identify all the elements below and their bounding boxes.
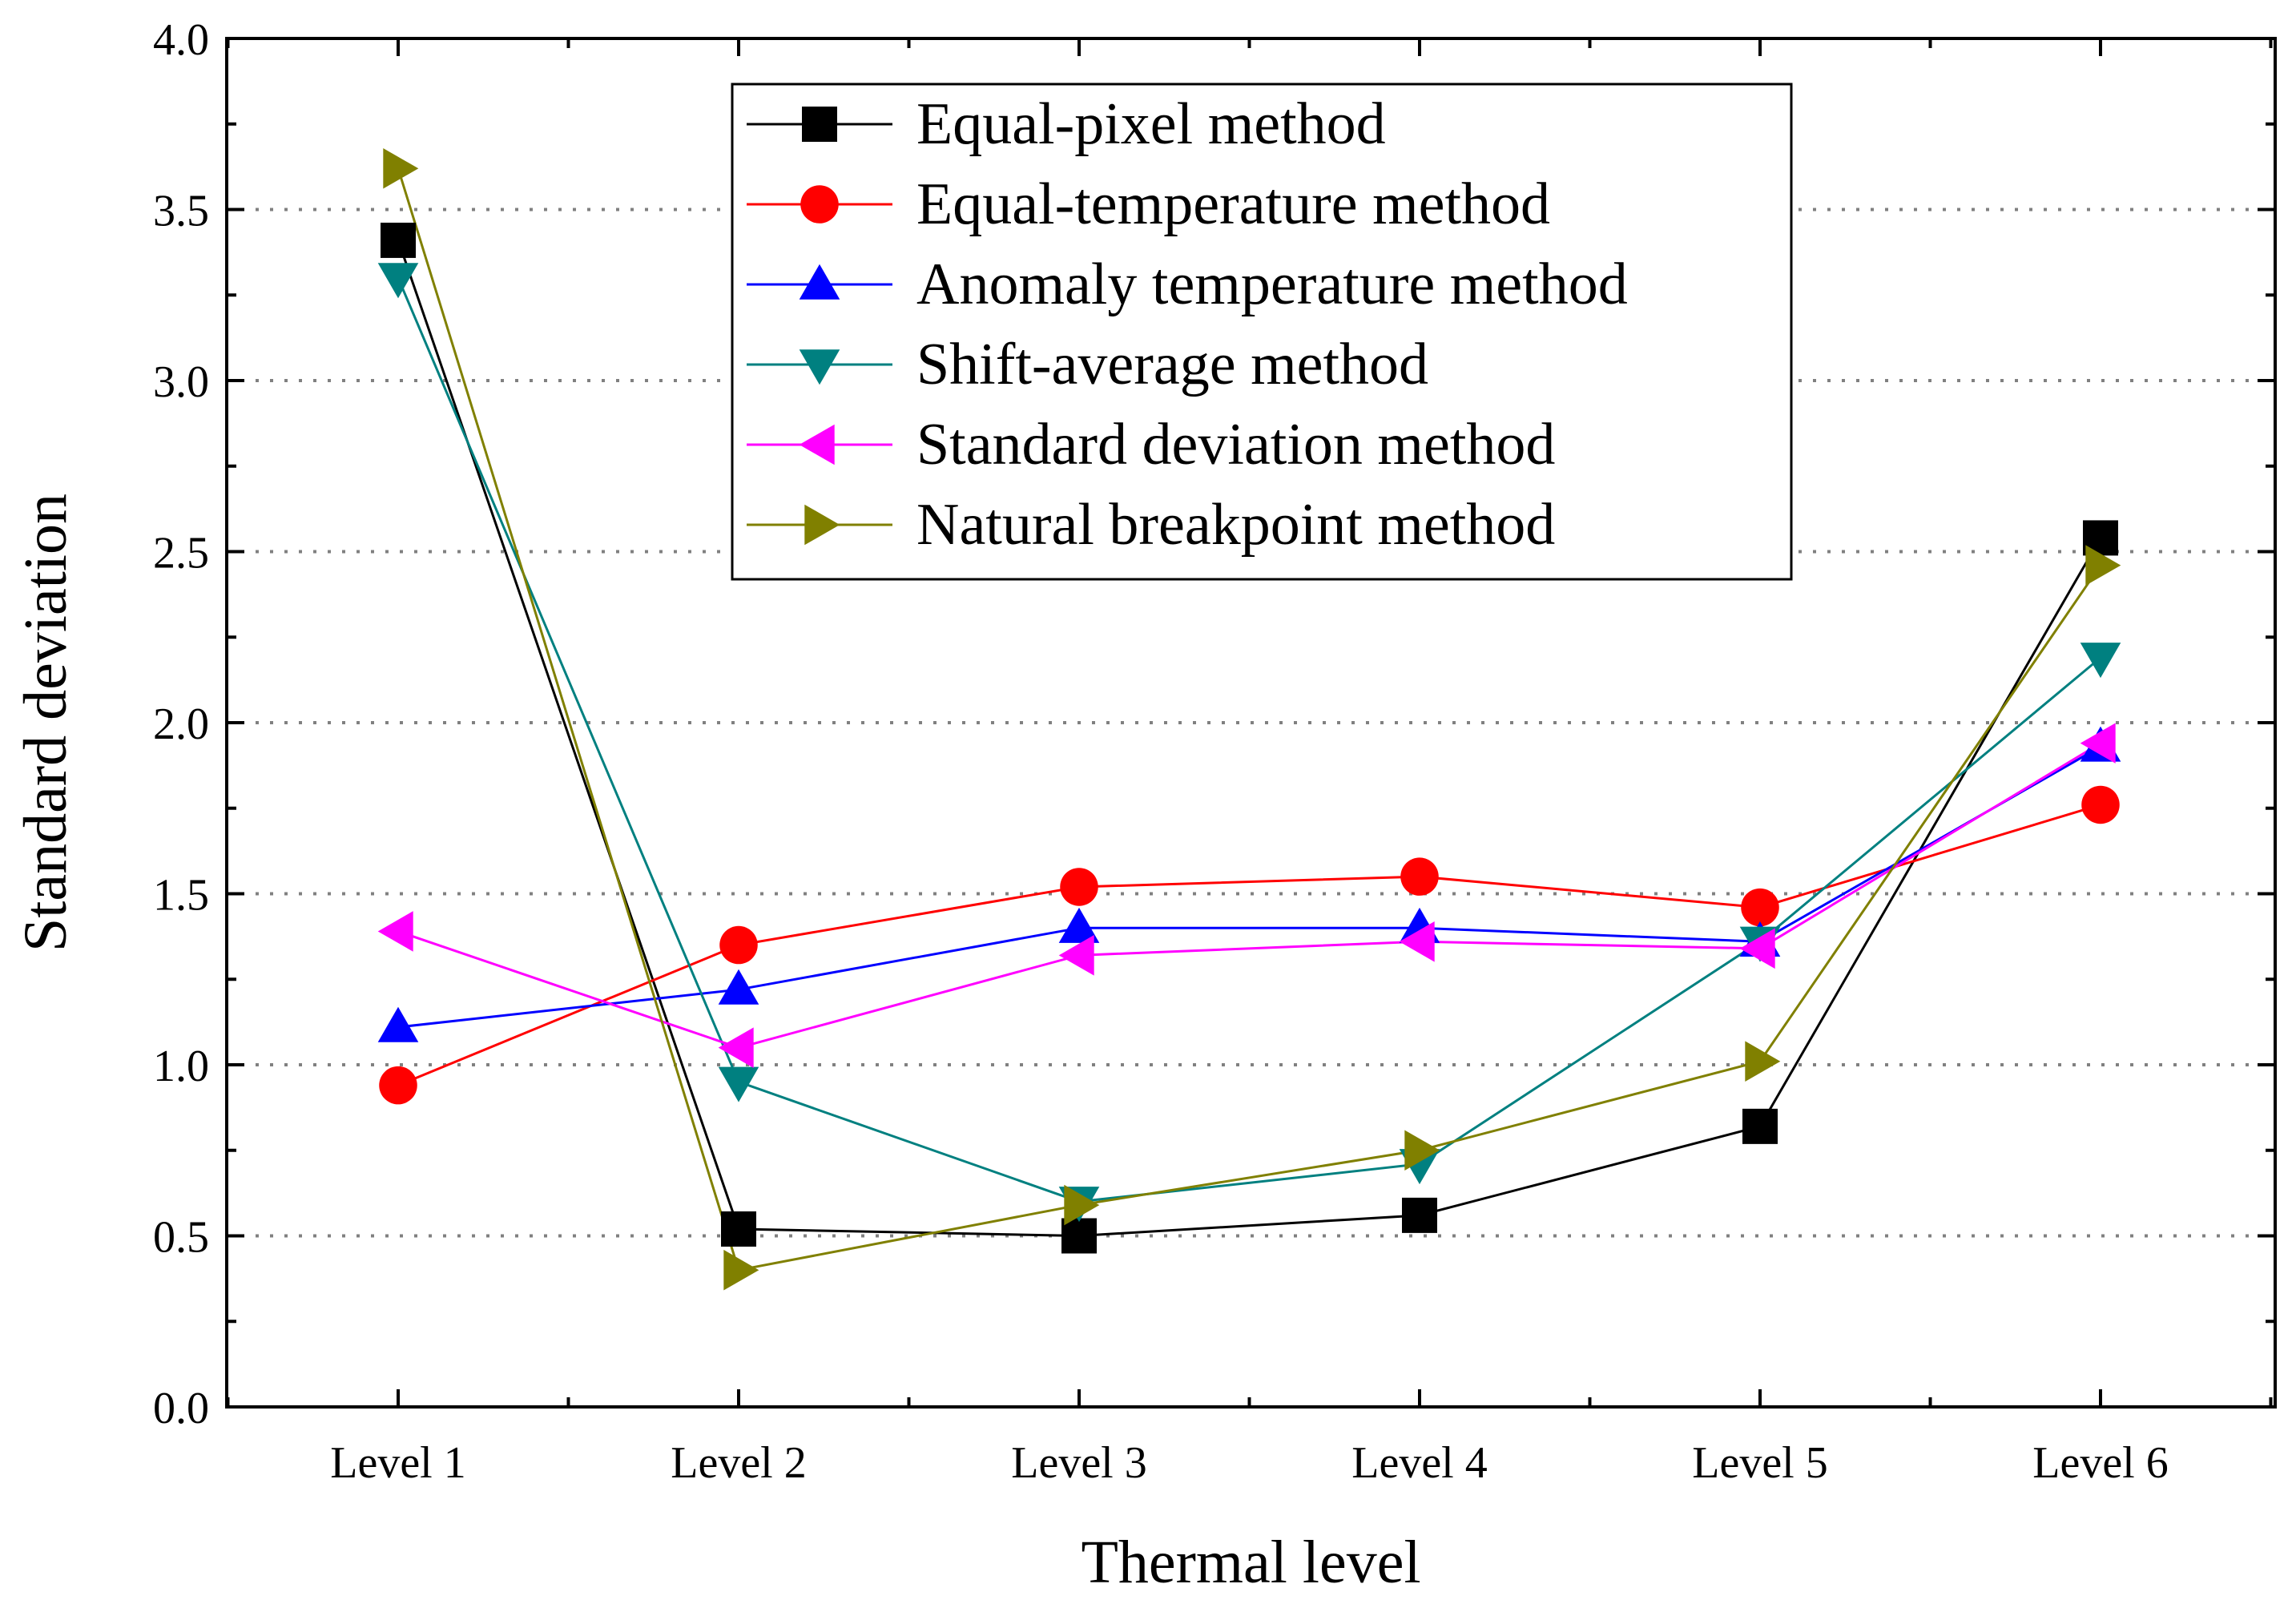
data-point <box>2080 723 2116 764</box>
data-point <box>377 1006 419 1042</box>
x-tick-label: Level 4 <box>1351 1438 1487 1488</box>
series-line-3 <box>397 745 2101 1029</box>
y-tick-label: 2.5 <box>153 529 209 578</box>
data-point <box>1741 888 1779 927</box>
series-line-4 <box>397 277 2101 1203</box>
legend-marker <box>802 107 837 142</box>
x-tick-label: Level 6 <box>2032 1438 2168 1488</box>
data-point <box>718 1066 759 1102</box>
x-tick-label: Level 2 <box>671 1438 806 1488</box>
legend-label: Standard deviation method <box>916 412 1555 478</box>
data-point <box>383 147 419 189</box>
legend-label: Anomaly temperature method <box>916 252 1628 317</box>
legend-marker <box>799 424 835 465</box>
series-markers <box>377 147 2121 1291</box>
y-tick-label: 3.0 <box>153 357 209 407</box>
x-tick-label: Level 5 <box>1692 1438 1827 1488</box>
data-point <box>1060 868 1098 906</box>
y-tick-label: 0.5 <box>153 1213 209 1263</box>
y-tick-label: 4.0 <box>153 15 209 65</box>
legend-label: Equal-pixel method <box>916 91 1386 157</box>
data-point <box>1745 1041 1781 1082</box>
data-point <box>379 1066 417 1105</box>
data-point <box>1064 1184 1100 1226</box>
series-line-6 <box>397 167 2102 1272</box>
data-point <box>1058 907 1100 943</box>
legend-marker <box>799 349 840 385</box>
data-point <box>1400 857 1439 896</box>
data-point <box>2081 785 2120 824</box>
data-point <box>1061 1218 1097 1254</box>
series-line-2 <box>397 804 2101 1087</box>
data-point <box>1404 1130 1440 1171</box>
data-point <box>718 969 759 1005</box>
data-point <box>1058 935 1094 976</box>
data-point <box>723 1249 759 1291</box>
legend-label: Natural breakpoint method <box>916 492 1555 558</box>
data-point <box>721 1211 756 1247</box>
data-point <box>1399 921 1435 962</box>
y-axis-title: Standard deviation <box>12 494 79 952</box>
x-tick-label: Level 3 <box>1011 1438 1146 1488</box>
data-point <box>719 925 758 965</box>
data-point <box>381 222 416 258</box>
data-point <box>2085 545 2121 586</box>
series-line-1 <box>397 240 2102 1238</box>
legend-box <box>731 83 1793 581</box>
x-tick-label: Level 1 <box>330 1438 465 1488</box>
y-tick-label: 3.5 <box>153 187 209 236</box>
data-point <box>718 1027 754 1068</box>
y-tick-label: 0.0 <box>153 1384 209 1433</box>
x-axis-title: Thermal level <box>1081 1529 1420 1596</box>
data-point <box>377 263 419 299</box>
series-line-5 <box>397 742 2101 1050</box>
data-point <box>1739 928 1775 969</box>
y-tick-label: 1.0 <box>153 1042 209 1091</box>
legend-label: Shift-average method <box>916 332 1428 397</box>
data-point <box>2080 643 2121 679</box>
legend-label: Equal-temperature method <box>916 171 1550 237</box>
data-point <box>377 911 413 952</box>
axis-ticks: 0.0 0.5 1.0 1.5 2.0 2.5 3.0 3.5 4.0 Level 1 Level … <box>153 15 2275 1488</box>
series-lines <box>397 167 2102 1272</box>
y-tick-label: 2.0 <box>153 699 209 749</box>
data-point <box>1742 1108 1778 1144</box>
legend-marker <box>799 264 840 300</box>
legend: Equal-pixel method Equal-temperature meth… <box>731 83 1793 581</box>
data-point <box>1402 1197 1437 1233</box>
y-tick-label: 1.5 <box>153 871 209 921</box>
legend-marker <box>804 504 840 546</box>
legend-marker <box>800 185 839 224</box>
